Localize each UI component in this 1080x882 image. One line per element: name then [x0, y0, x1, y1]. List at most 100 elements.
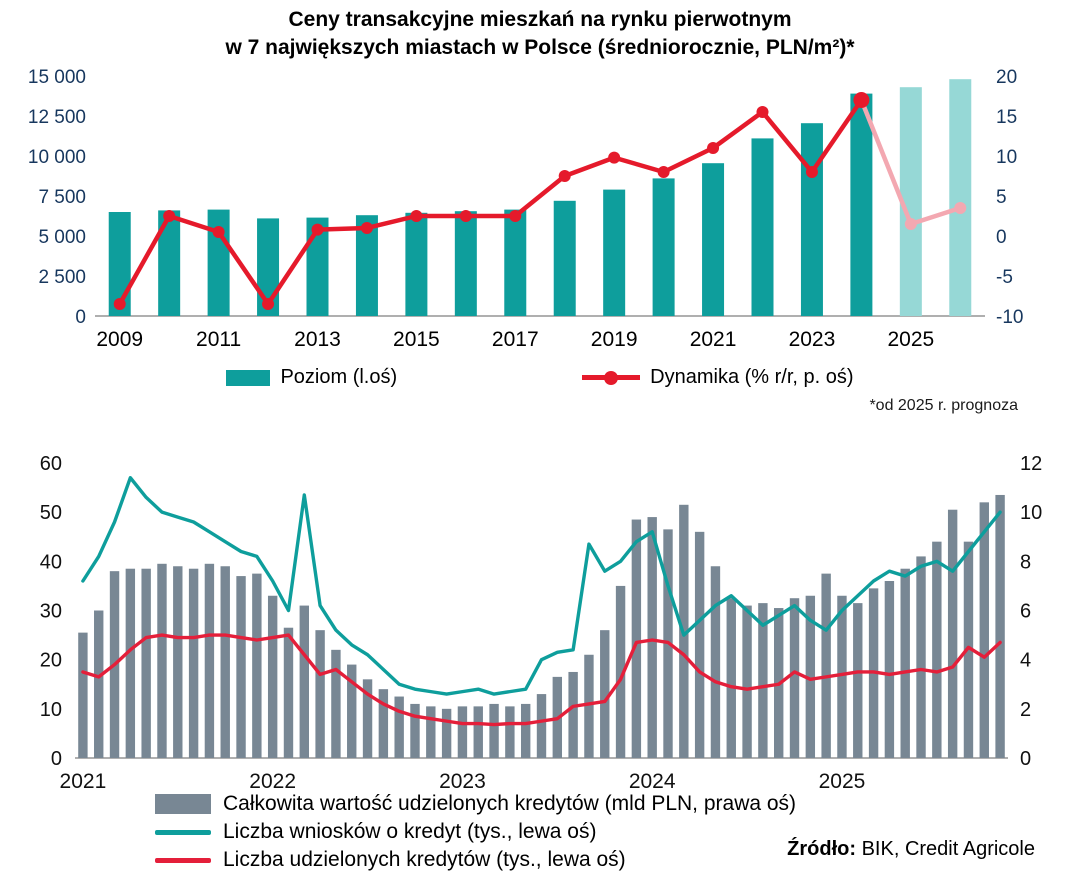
- granted-legend-label: Liczba udzielonych kredytów (tys., lewa …: [223, 848, 626, 871]
- credit-chart-svg: 0 10 20 30 40 50 60 0 2 4 6 8 10 12 2021 2022 2023 2024 20…: [40, 453, 1043, 792]
- left-axis-tick: 60: [40, 453, 62, 475]
- dynamics-marker: [904, 218, 917, 230]
- price-bar: [158, 210, 181, 316]
- credit-value-bar: [315, 630, 325, 758]
- left-axis-tick: 20: [40, 650, 62, 672]
- credit-value-bar: [441, 708, 452, 758]
- dynamics-marker: [360, 222, 373, 234]
- price-bar: [702, 163, 725, 316]
- credit-value-legend-label: Całkowita wartość udzielonych kredytów (…: [223, 792, 797, 815]
- credit-value-bar: [726, 598, 736, 758]
- price-bar: [306, 217, 329, 316]
- credit-value-bar: [884, 581, 895, 758]
- dynamics-marker: [608, 151, 621, 164]
- source-label: Źródło:: [787, 838, 857, 860]
- x-axis-label: 2015: [393, 328, 440, 351]
- right-axis-tick: -5: [996, 267, 1013, 288]
- left-axis-tick: 12 500: [28, 107, 86, 128]
- x-axis-label: 2019: [591, 328, 638, 351]
- left-axis-tick: 50: [40, 502, 62, 524]
- right-axis-tick: 0: [1020, 748, 1031, 770]
- credit-value-bar: [789, 598, 800, 758]
- right-axis-tick: 15: [996, 107, 1017, 128]
- credit-value-bar: [204, 563, 215, 758]
- x-axis-label: 2023: [789, 328, 836, 351]
- credit-value-bar: [299, 605, 309, 758]
- credit-value-bar: [267, 595, 278, 758]
- dynamika-line-swatch-icon: [582, 370, 641, 385]
- legend-item-credit-value: Całkowita wartość udzielonych kredytów (…: [155, 792, 796, 816]
- credit-value-bar: [536, 694, 547, 758]
- price-bar: [603, 189, 626, 316]
- right-axis-tick: 20: [996, 67, 1017, 88]
- credit-value-bar: [710, 566, 721, 758]
- left-axis-tick: 40: [40, 551, 62, 573]
- credit-value-bar: [188, 568, 199, 758]
- price-bar: [454, 211, 477, 316]
- credit-value-bar: [473, 706, 483, 758]
- credit-value-bar: [94, 610, 104, 758]
- credit-value-bar: [916, 556, 926, 758]
- credit-value-bar: [78, 632, 88, 758]
- bottom-chart-legend: Całkowita wartość udzielonych kredytów (…: [155, 792, 796, 872]
- credit-value-bar: [394, 696, 404, 758]
- source-text: BIK, Credit Agricole: [856, 838, 1035, 860]
- left-axis-tick: 0: [75, 307, 86, 328]
- price-bar: [652, 178, 675, 316]
- poziom-legend-label: Poziom (l.oś): [280, 366, 398, 388]
- credit-value-bar: [694, 531, 705, 758]
- applications-legend-label: Liczba wniosków o kredyt (tys., lewa oś): [223, 820, 597, 843]
- x-axis-label: 2024: [629, 770, 676, 792]
- left-axis-tick: 0: [51, 748, 62, 770]
- credit-value-bar: [236, 576, 246, 758]
- price-bar: [405, 212, 428, 316]
- applications-line: [81, 476, 1002, 696]
- price-bar: [899, 87, 922, 316]
- right-axis-tick: 2: [1020, 699, 1031, 721]
- title-line-1: Ceny transakcyjne mieszkań na rynku pier…: [288, 8, 792, 31]
- left-axis-tick: 30: [40, 601, 62, 623]
- dynamics-marker: [657, 166, 670, 178]
- dynamics-marker: [459, 210, 472, 222]
- x-axis-label: 2023: [439, 770, 486, 792]
- applications-line-swatch-icon: [155, 829, 211, 835]
- dynamics-marker: [756, 106, 769, 118]
- source-note: Źródło: BIK, Credit Agricole: [787, 838, 1035, 861]
- price-bar: [850, 93, 873, 316]
- price-bar: [257, 218, 280, 316]
- right-axis-tick: 8: [1020, 551, 1031, 573]
- credit-value-bar: [932, 541, 942, 758]
- price-bar: [504, 209, 527, 316]
- poziom-bar-swatch-icon: [226, 369, 271, 386]
- dynamics-marker: [410, 210, 423, 222]
- dynamics-marker: [954, 202, 967, 214]
- legend-item-granted: Liczba udzielonych kredytów (tys., lewa …: [155, 848, 796, 872]
- credit-value-bar: [758, 603, 768, 758]
- x-axis-label: 2013: [294, 328, 341, 351]
- dynamics-marker: [113, 298, 126, 310]
- granted-line-swatch-icon: [155, 857, 211, 863]
- right-axis-tick: 5: [996, 187, 1007, 208]
- credit-value-bar: [568, 671, 578, 758]
- right-axis-tick: 4: [1020, 650, 1031, 672]
- right-axis-tick: 0: [996, 227, 1007, 248]
- price-bar: [800, 123, 823, 316]
- x-axis-label: 2011: [196, 328, 241, 351]
- left-axis-tick: 2 500: [38, 267, 86, 288]
- forecast-footnote: *od 2025 r. prognoza: [869, 397, 1018, 414]
- credit-value-bar: [489, 703, 499, 758]
- credit-value-bar: [837, 595, 847, 758]
- credit-value-bar: [947, 509, 958, 758]
- credit-value-bar-swatch-icon: [155, 794, 211, 814]
- left-axis-tick: 10 000: [28, 147, 86, 168]
- credit-value-bar: [631, 519, 642, 758]
- credit-value-bar: [584, 654, 594, 758]
- price-bar: [355, 215, 378, 316]
- x-axis-label: 2022: [249, 770, 296, 792]
- left-axis-tick: 10: [40, 699, 62, 721]
- legend-item-applications: Liczba wniosków o kredyt (tys., lewa oś): [155, 820, 796, 844]
- credit-value-bar: [426, 706, 436, 758]
- x-axis-label: 2021: [60, 770, 107, 792]
- x-axis-label: 2017: [492, 328, 539, 351]
